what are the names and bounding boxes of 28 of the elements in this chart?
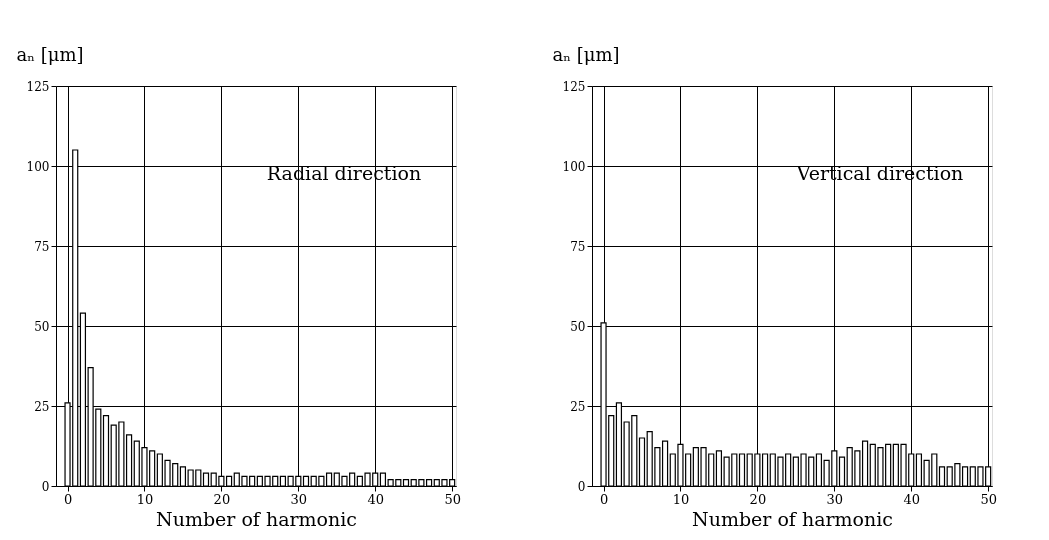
x-tick-label: 50 <box>444 491 461 507</box>
x-tick-label: 10 <box>136 491 154 507</box>
x-tick-label: 0 <box>63 491 73 507</box>
x-tick-label: 0 <box>599 491 609 507</box>
x-axis-title: Number of harmonic <box>156 507 357 530</box>
x-tick-label: 30 <box>826 491 844 507</box>
y-tick-label: 100 <box>562 159 586 174</box>
y-tick-label: 50 <box>570 319 586 334</box>
y-tick-label: 75 <box>570 239 586 254</box>
x-axis-title: Number of harmonic <box>692 507 893 530</box>
y-axis-title: aₙ [μm] <box>16 43 84 65</box>
y-tick-label: 50 <box>34 319 50 334</box>
y-tick-label: 75 <box>34 239 50 254</box>
y-tick-label: 25 <box>34 399 50 414</box>
y-tick-label: 0 <box>577 479 586 494</box>
x-tick-label: 20 <box>749 491 767 507</box>
y-tick-label: 125 <box>562 79 586 94</box>
x-tick-label: 20 <box>213 491 231 507</box>
y-tick-label: 125 <box>26 79 50 94</box>
y-tick-label: 100 <box>26 159 50 174</box>
x-tick-label: 50 <box>980 491 997 507</box>
y-axis-title: aₙ [μm] <box>552 43 620 65</box>
x-tick-label: 30 <box>290 491 308 507</box>
x-tick-label: 40 <box>367 491 384 507</box>
y-tick-label: 0 <box>41 479 50 494</box>
x-tick-label: 10 <box>672 491 690 507</box>
x-tick-label: 40 <box>903 491 920 507</box>
y-tick-label: 25 <box>570 399 586 414</box>
